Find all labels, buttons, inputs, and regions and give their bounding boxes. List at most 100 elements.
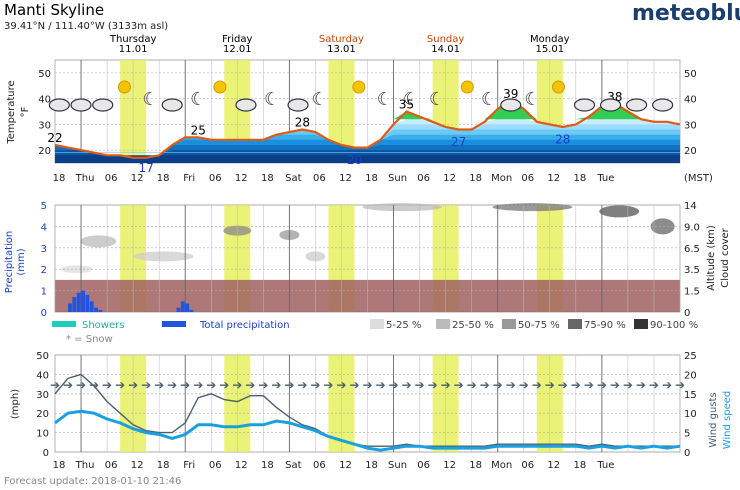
cloud-icon [287, 98, 309, 112]
time-tick-label: 06 [105, 173, 118, 184]
precipitation-bar [89, 301, 94, 312]
time-tick-label: 18 [573, 460, 586, 471]
altitude-ytick-right: 6.5 [684, 244, 700, 255]
wind-ytick-left: 0 [43, 448, 49, 459]
time-tick-label: 06 [417, 460, 430, 471]
precipitation-bar [94, 307, 98, 312]
wind-direction-arrow-icon: ➔ [623, 378, 633, 392]
moon-icon: ☾ [429, 89, 445, 110]
sun-icon [352, 80, 366, 94]
wind-ytick-left: 10 [36, 429, 49, 440]
time-tick-label: 18 [157, 460, 170, 471]
cloud-cover-swatch [436, 319, 450, 329]
cloud-cover-legend-label: 5-25 % [386, 320, 421, 331]
day-date: 15.01 [535, 44, 564, 55]
cloud-cover-legend-label: 75-90 % [584, 320, 626, 331]
precipitation-bar [180, 301, 185, 312]
showers-swatch [52, 321, 76, 327]
moon-icon: ☾ [403, 89, 419, 110]
precipitation-yunit: (mm) [16, 248, 27, 275]
time-tick-label: 06 [105, 460, 118, 471]
wind-direction-arrow-icon: ➔ [662, 378, 672, 392]
wind-direction-arrow-icon: ➔ [89, 378, 99, 392]
day-name: Saturday [319, 34, 364, 45]
cloud-cover-legend-label: 90-100 % [650, 320, 698, 331]
temperature-extreme-label: 35 [399, 98, 414, 112]
showers-label: Showers [82, 320, 124, 331]
precipitation-ylabel: Precipitation [4, 231, 15, 294]
time-tick-label: Sat [285, 173, 301, 184]
time-tick-label: Fri [183, 173, 195, 184]
day-date: 13.01 [327, 44, 356, 55]
time-tick-label: 06 [209, 460, 222, 471]
wind-direction-arrow-icon: ➔ [545, 378, 555, 392]
time-tick-label: Tue [596, 173, 614, 184]
snow-label: * = Snow [66, 334, 113, 345]
cloud-cover-label: Cloud cover [720, 227, 731, 287]
wind-direction-arrow-icon: ➔ [649, 378, 659, 392]
temperature-extreme-label: 28 [295, 116, 310, 130]
precipitation-bar [189, 309, 194, 312]
wind-direction-arrow-icon: ➔ [232, 378, 242, 392]
cloud-cover-swatch [502, 319, 516, 329]
wind-direction-arrow-icon: ➔ [154, 378, 164, 392]
wind-direction-arrow-icon: ➔ [493, 378, 503, 392]
time-tick-label: 12 [131, 460, 144, 471]
wind-direction-arrow-icon: ➔ [336, 378, 346, 392]
temperature-ytick-right: 20 [684, 146, 697, 157]
wind-direction-arrow-icon: ➔ [519, 378, 529, 392]
time-tick-label: 06 [417, 173, 430, 184]
cloud-cover-area [362, 203, 443, 212]
precipitation-panel: 0 1 2 3 4 5 0 1.5 3.5 6.5 9.0 14 Precipitation (mm) Al… [4, 201, 731, 319]
wind-ytick-left: 20 [36, 409, 49, 420]
time-tick-label: Mon [491, 460, 512, 471]
cloud-cover-area [492, 203, 573, 212]
wind-direction-arrow-icon: ➔ [558, 378, 568, 392]
moon-icon: ☾ [481, 89, 497, 110]
wind-direction-arrow-icon: ➔ [271, 378, 281, 392]
cloud-icon [599, 98, 622, 112]
wind-speed-axis-label: Wind speed [722, 391, 733, 450]
cloud-cover-legend-label: 50-75 % [518, 320, 560, 331]
cloud-icon [48, 98, 70, 112]
altitude-ytick-right: 9.0 [684, 222, 700, 233]
wind-direction-arrow-icon: ➔ [349, 378, 359, 392]
time-tick-label: 18 [365, 173, 378, 184]
time-tick-label: Sun [388, 460, 407, 471]
time-tick-label: 18 [53, 460, 66, 471]
time-tick-label: Tue [596, 460, 614, 471]
precipitation-bar [81, 290, 85, 312]
cloud-icon [625, 98, 648, 112]
wind-direction-arrow-icon: ➔ [258, 378, 268, 392]
wind-direction-arrow-icon: ➔ [441, 378, 451, 392]
time-tick-label: 12 [235, 173, 248, 184]
precipitation-ytick-left: 3 [41, 244, 47, 255]
day-name: Friday [222, 34, 252, 45]
wind-direction-arrow-icon: ➔ [610, 378, 620, 392]
day-name: Sunday [427, 34, 464, 45]
time-tick-label: Sat [285, 460, 301, 471]
precipitation-bar [68, 303, 72, 312]
wind-direction-arrow-icon: ➔ [206, 378, 216, 392]
wind-direction-arrow-icon: ➔ [375, 378, 385, 392]
wind-ytick-left: 40 [36, 370, 49, 381]
altitude-ytick-right: 3.5 [684, 265, 700, 276]
page-title: Manti Skyline [4, 1, 104, 19]
wind-direction-arrow-icon: ➔ [636, 378, 646, 392]
cloud-cover-area [80, 235, 117, 248]
precipitation-bar [98, 309, 103, 312]
total-precip-swatch [162, 321, 186, 327]
time-tick-label: 18 [157, 173, 170, 184]
time-tick-label: 12 [235, 460, 248, 471]
wind-direction-arrow-icon: ➔ [297, 378, 307, 392]
brand-logo: meteoblue [632, 1, 740, 26]
wind-gusts-line [54, 373, 680, 447]
legend: Showers Total precipitation * = Snow 5-25 %… [52, 319, 698, 345]
wind-direction-arrow-icon: ➔ [571, 378, 581, 392]
temperature-extreme-label: 17 [139, 161, 154, 175]
wind-panel: ➔ ➔ ➔ ➔ ➔ ➔ ➔ ➔ ➔ ➔ ➔ ➔ ➔ ➔ ➔ ➔ ➔ ➔ ➔ ➔ ➔ ➔ ➔ ➔ ➔ ➔ ➔ ➔ ➔ ➔ ➔ ➔ ➔ ➔ ➔ ➔ ➔ ➔ ➔ ➔… [10, 351, 733, 471]
precipitation-ytick-left: 2 [41, 265, 47, 276]
temperature-extreme-label: 39 [503, 87, 518, 101]
